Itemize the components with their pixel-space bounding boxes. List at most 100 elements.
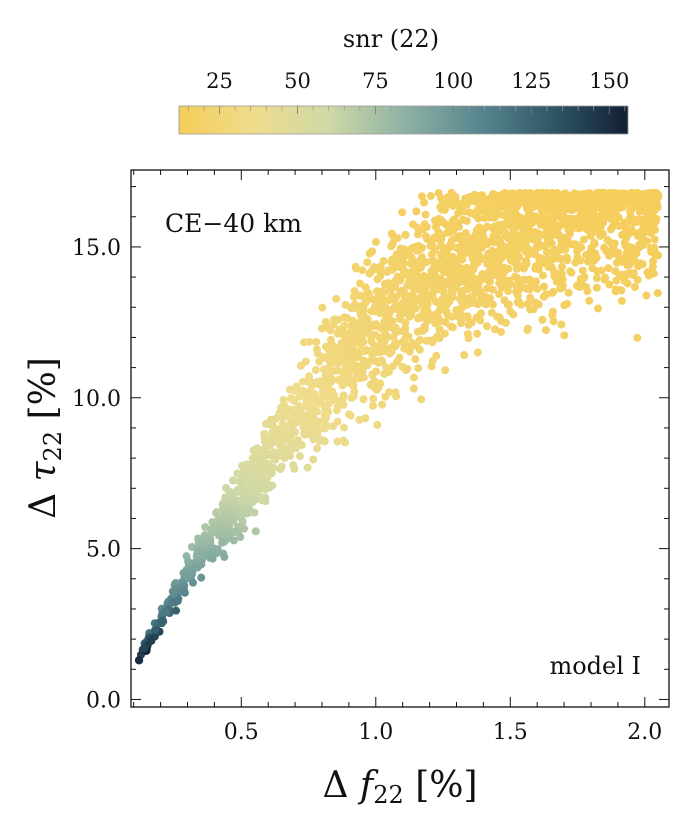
scatter-point: [448, 201, 457, 210]
data-point: [134, 656, 144, 665]
scatter-point: [271, 455, 280, 464]
scatter-point: [440, 329, 449, 338]
scatter-point: [347, 304, 356, 313]
scatter-point: [431, 297, 440, 306]
scatter-point: [604, 264, 613, 273]
x-axis-label: Δ f22 [%]: [322, 765, 477, 812]
scatter-point: [423, 235, 432, 244]
scatter-point: [312, 337, 321, 346]
scatter-point: [560, 331, 569, 340]
scatter-point: [556, 284, 565, 293]
scatter-point: [563, 256, 572, 265]
scatter-point: [401, 231, 410, 240]
scatter-point: [526, 293, 535, 302]
scatter-point: [488, 300, 497, 309]
scatter-point: [560, 301, 569, 310]
scatter-point: [510, 273, 519, 282]
scatter-point: [420, 198, 429, 207]
data-point: [304, 399, 313, 409]
scatter-point: [405, 312, 414, 321]
scatter-point: [588, 264, 597, 273]
scatter-point: [399, 270, 408, 279]
scatter-point: [541, 326, 550, 335]
scatter-point: [540, 282, 549, 291]
scatter-point: [464, 321, 473, 330]
scatter-point: [520, 275, 529, 284]
annotation-model: model I: [549, 652, 641, 680]
data-point: [627, 194, 636, 203]
data-point: [161, 607, 171, 617]
scatter-point: [605, 280, 614, 289]
scatter-point: [426, 191, 435, 200]
scatter-point: [285, 385, 294, 394]
scatter-point: [368, 401, 377, 410]
scatter-point: [361, 414, 370, 423]
scatter-point: [512, 264, 521, 273]
scatter-point: [617, 296, 626, 305]
scatter-point: [318, 303, 327, 312]
data-point: [492, 230, 502, 240]
colorbar-tick-label: 125: [511, 69, 551, 93]
scatter-point: [489, 224, 498, 233]
scatter-point: [313, 444, 322, 453]
scatter-point: [339, 423, 348, 432]
scatter-point: [295, 392, 304, 401]
scatter-point: [473, 329, 482, 338]
scatter-point: [371, 238, 380, 247]
scatter-point: [309, 455, 318, 464]
scatter-point: [612, 258, 621, 267]
scatter-point: [417, 395, 426, 404]
data-point: [183, 571, 192, 580]
scatter-point: [523, 326, 532, 335]
scatter-point: [504, 287, 513, 296]
scatter-point: [350, 287, 359, 296]
scatter-point: [586, 231, 595, 240]
scatter-point: [584, 257, 593, 266]
scatter-point: [650, 235, 659, 244]
scatter-point: [633, 231, 642, 240]
x-tick-label: 0.5: [224, 720, 259, 745]
scatter-point: [315, 436, 324, 445]
scatter-point: [442, 221, 451, 230]
colorbar-tick-label: 50: [284, 69, 311, 93]
scatter-point: [220, 552, 229, 561]
scatter-point: [633, 333, 642, 342]
axis-ticks: [131, 170, 669, 707]
scatter-point: [351, 264, 360, 273]
scatter-point: [427, 250, 436, 259]
scatter-point: [531, 298, 540, 307]
scatter-point: [240, 524, 249, 533]
scatter-point: [649, 257, 658, 266]
scatter-point: [368, 371, 377, 380]
scatter-point: [497, 327, 506, 336]
data-point: [600, 197, 609, 206]
x-tick-label: 2.0: [627, 720, 662, 745]
scatter-point: [387, 258, 396, 267]
scatter-point: [421, 210, 430, 219]
scatter-point: [482, 300, 491, 309]
scatter-point: [378, 400, 387, 409]
scatter-point: [483, 284, 492, 293]
scatter-point: [605, 251, 614, 260]
scatter-point: [296, 361, 305, 370]
scatter-point: [332, 406, 341, 415]
scatter-point: [526, 305, 535, 314]
data-point: [438, 263, 448, 273]
scatter-point: [392, 392, 401, 401]
scatter-point: [180, 588, 189, 597]
scatter-point: [548, 311, 557, 320]
scatter-point: [473, 348, 482, 357]
scatter-point: [561, 245, 570, 254]
scatter-point: [642, 291, 651, 300]
scatter-point: [419, 301, 428, 310]
scatter-point: [627, 243, 636, 252]
scatter-point: [517, 300, 526, 309]
scatter-point: [398, 208, 407, 217]
scatter-point: [548, 288, 557, 297]
scatter-point: [381, 392, 390, 401]
scatter-point: [345, 410, 354, 419]
colorbar-ticks: 25 50 75 100 125 150: [188, 69, 629, 114]
scatter-point: [536, 220, 545, 229]
scatter-point: [571, 258, 580, 267]
